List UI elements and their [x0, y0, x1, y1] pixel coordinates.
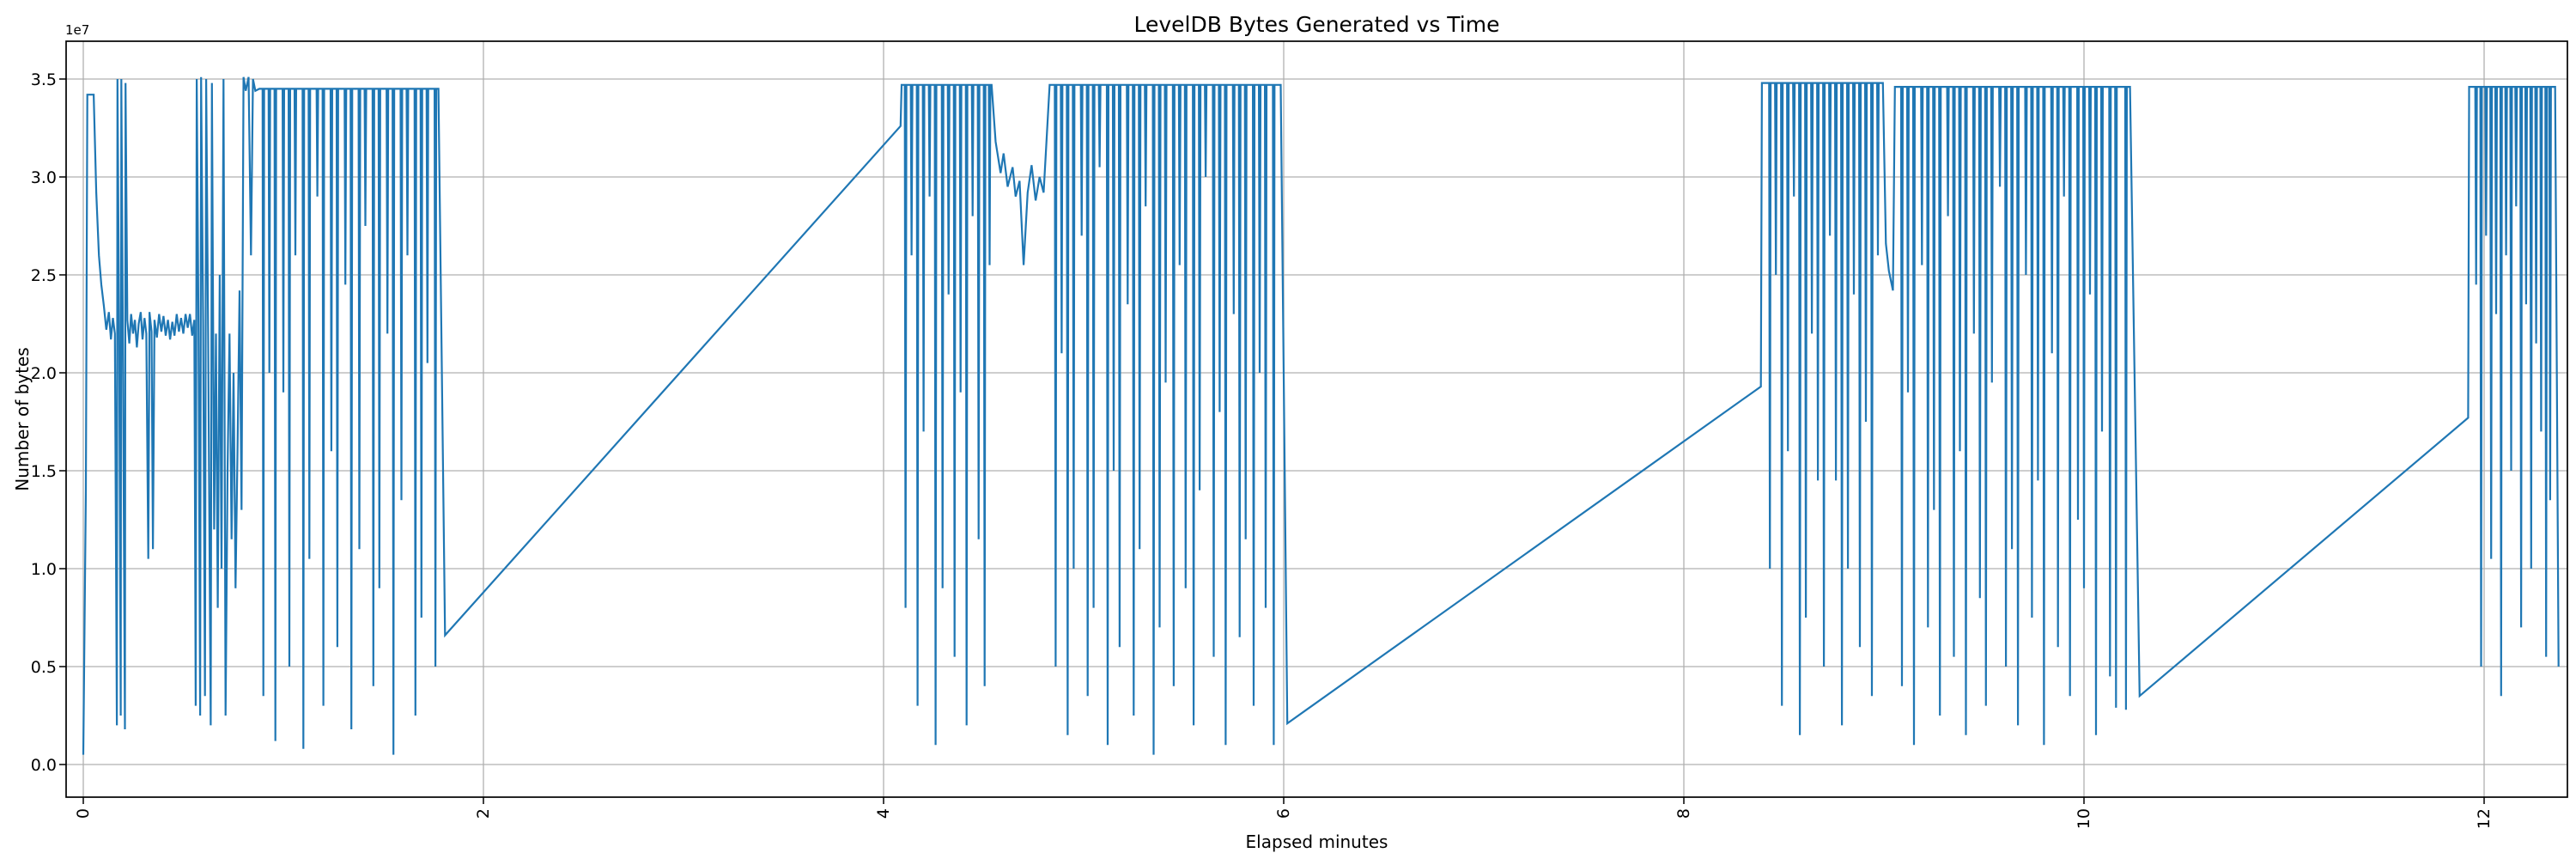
y-tick-label: 1.5	[31, 462, 57, 481]
x-tick-label: 0	[74, 808, 93, 819]
y-tick-label: 3.5	[31, 70, 57, 89]
data-series-line	[82, 76, 2560, 755]
y-tick-label: 3.0	[31, 168, 57, 187]
y-tick-label: 0.0	[31, 756, 57, 775]
x-axis-label: Elapsed minutes	[1245, 832, 1388, 852]
y-tick-label: 1.0	[31, 560, 57, 579]
axes: 0 2 4 6 8 10 12 0.0 0.5 1.0 1.5 2.0 2.5 3.0 3.5	[31, 40, 2568, 829]
y-axis-offset-label: 1e7	[65, 22, 90, 38]
y-tick-label: 2.5	[31, 266, 57, 285]
data-series-group	[82, 76, 2560, 755]
x-tick-label: 12	[2475, 808, 2494, 829]
y-tick-label: 0.5	[31, 658, 57, 677]
x-tick-label: 8	[1674, 808, 1693, 819]
x-tick-label: 4	[874, 808, 893, 819]
axes-spines	[65, 40, 2568, 798]
x-tick-label: 6	[1274, 808, 1293, 819]
x-tick-label: 2	[474, 808, 493, 819]
chart-title: LevelDB Bytes Generated vs Time	[1133, 12, 1500, 37]
gridlines	[66, 41, 2567, 797]
y-tick-label: 2.0	[31, 364, 57, 383]
y-axis-label: Number of bytes	[12, 347, 33, 491]
x-tick-label: 10	[2075, 808, 2093, 829]
